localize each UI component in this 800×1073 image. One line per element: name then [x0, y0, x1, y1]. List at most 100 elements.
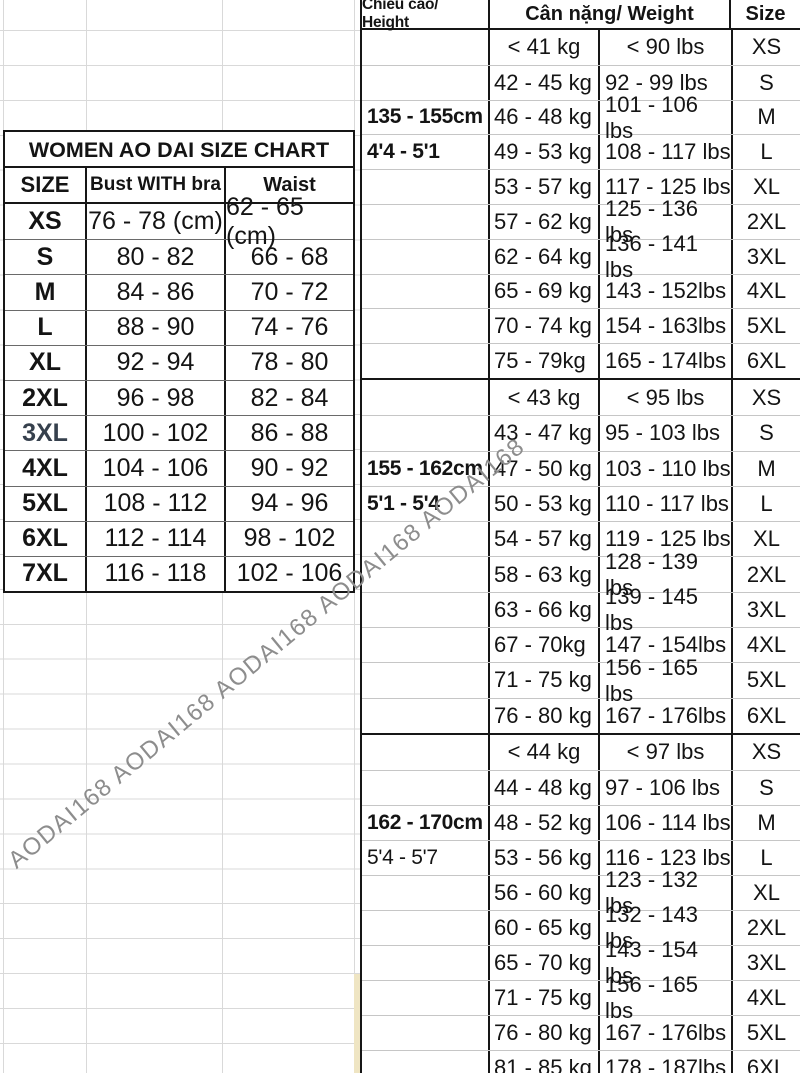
size-label-cell: L	[5, 310, 87, 345]
left-table-header-row: SIZE Bust WITH bra Waist	[5, 168, 353, 204]
bust-value-cell: 100 - 102	[87, 416, 226, 451]
size-label-cell: XL	[5, 345, 87, 380]
size-value-cell: 3XL	[746, 596, 787, 622]
weight-lbs-cell: 95 - 103 lbs	[600, 416, 733, 451]
table-row: 65 - 70 kg 143 - 154 lbs 3XL	[362, 937, 800, 988]
right-table-header-row: Chiều cao/ Height Cân nặng/ Weight Size	[362, 0, 800, 31]
height-cell	[362, 980, 490, 1015]
size-label-cell: 5XL	[5, 486, 87, 521]
size-value-cell: 2XL	[746, 561, 787, 587]
size-value-cell: 5XL	[746, 667, 787, 693]
weight-kg-cell: 53 - 57 kg	[490, 170, 600, 204]
table-row: 135 - 155cm 46 - 48 kg 101 - 106 lbs M	[362, 92, 800, 143]
size-value-cell: 5XL	[746, 313, 787, 339]
bust-value-cell: 108 - 112	[87, 486, 226, 521]
height-cell	[362, 309, 490, 344]
height-cell	[362, 734, 490, 770]
height-cell	[362, 344, 490, 378]
table-row: 71 - 75 kg 156 - 165 lbs 4XL	[362, 972, 800, 1023]
size-value-cell: S	[759, 69, 774, 95]
table-row: 44 - 48 kg 97 - 106 lbs S	[362, 769, 800, 805]
column-header-weight: Cân nặng/ Weight	[490, 0, 731, 28]
table-row: 57 - 62 kg 125 - 136 lbs 2XL	[362, 196, 800, 247]
waist-value-cell: 86 - 88	[250, 418, 329, 447]
weight-kg-cell: 70 - 74 kg	[490, 309, 600, 344]
column-header-height: Chiều cao/ Height	[362, 0, 490, 31]
size-label-cell: S	[5, 240, 87, 275]
table-row: 76 - 80 kg 167 - 176lbs 5XL	[362, 1014, 800, 1050]
size-value-cell: 3XL	[746, 243, 787, 269]
weight-kg-cell: 43 - 47 kg	[490, 416, 600, 451]
table-row: < 41 kg < 90 lbs XS	[362, 30, 800, 65]
left-table-title: WOMEN AO DAI SIZE CHART	[5, 132, 353, 168]
weight-kg-cell: 71 - 75 kg	[490, 663, 600, 698]
weight-kg-cell: 71 - 75 kg	[490, 980, 600, 1015]
size-value-cell: XS	[751, 384, 782, 410]
weight-kg-cell: 49 - 53 kg	[490, 135, 600, 170]
waist-value-cell: 82 - 84	[250, 383, 329, 412]
weight-lbs-cell: 110 - 117 lbs	[600, 486, 733, 522]
weight-kg-cell: 60 - 65 kg	[490, 910, 600, 945]
waist-value-cell: 70 - 72	[250, 277, 329, 306]
size-value-cell: 4XL	[746, 278, 787, 304]
table-row: XS 76 - 78 (cm) 62 - 65 (cm)	[5, 192, 353, 250]
height-cell	[362, 522, 490, 557]
table-row: 62 - 64 kg 136 - 141 lbs 3XL	[362, 231, 800, 282]
weight-lbs-cell: 117 - 125 lbs	[600, 170, 733, 204]
right-table-body: < 41 kg < 90 lbs XS 42 - 45 kg 92 - 99 lbs S 1…	[362, 30, 800, 1073]
bust-value-cell: 92 - 94	[87, 345, 226, 380]
size-value-cell: L	[760, 139, 773, 165]
bust-value-cell: 84 - 86	[87, 275, 226, 310]
weight-kg-cell: 48 - 52 kg	[490, 805, 600, 840]
table-row: 4XL 104 - 106 90 - 92	[5, 450, 353, 486]
size-label-cell: M	[5, 275, 87, 310]
size-value-cell: 2XL	[746, 208, 787, 234]
height-cell	[362, 1015, 490, 1050]
size-value-cell: L	[760, 844, 773, 870]
women-ao-dai-size-chart-table: WOMEN AO DAI SIZE CHART SIZE Bust WITH b…	[3, 130, 355, 594]
height-group: < 44 kg < 97 lbs XS 44 - 48 kg 97 - 106 lbs S…	[362, 732, 800, 1073]
weight-kg-cell: 76 - 80 kg	[490, 698, 600, 733]
table-row: < 43 kg < 95 lbs XS	[362, 379, 800, 416]
size-label-cell: 2XL	[5, 380, 87, 416]
size-value-cell: 4XL	[746, 984, 787, 1010]
table-row: 5XL 108 - 112 94 - 96	[5, 485, 353, 521]
weight-lbs-cell: 97 - 106 lbs	[600, 770, 733, 805]
weight-lbs-cell: 154 - 163lbs	[600, 309, 733, 344]
waist-value-cell: 66 - 68	[250, 242, 329, 271]
column-header-bust: Bust WITH bra	[87, 168, 226, 202]
height-cell	[362, 30, 490, 65]
waist-value-cell: 62 - 65 (cm)	[226, 192, 304, 250]
height-cell	[362, 557, 490, 592]
table-row: 155 - 162cm 47 - 50 kg 103 - 110 lbs M	[362, 450, 800, 486]
weight-kg-cell: < 41 kg	[490, 30, 600, 65]
waist-value-cell: 90 - 92	[250, 453, 329, 482]
column-header-size: Size	[745, 2, 786, 25]
table-row: 60 - 65 kg 132 - 143 lbs 2XL	[362, 902, 800, 953]
height-cell	[362, 1050, 490, 1073]
weight-lbs-cell: 165 - 174lbs	[600, 344, 733, 378]
size-value-cell: M	[757, 809, 776, 835]
table-row: 2XL 96 - 98 82 - 84	[5, 379, 353, 416]
weight-kg-cell: 81 - 85 kg	[490, 1050, 600, 1073]
table-row: M 84 - 86 70 - 72	[5, 274, 353, 310]
weight-lbs-cell: 101 - 106 lbs	[600, 92, 733, 143]
size-value-cell: XL	[753, 526, 780, 552]
waist-value-cell: 94 - 96	[250, 489, 329, 518]
size-value-cell: 5XL	[746, 1019, 787, 1045]
table-row: 162 - 170cm 48 - 52 kg 106 - 114 lbs M	[362, 804, 800, 840]
weight-kg-cell: 50 - 53 kg	[490, 486, 600, 522]
weight-kg-cell: 65 - 70 kg	[490, 945, 600, 980]
height-group: < 43 kg < 95 lbs XS 43 - 47 kg 95 - 103 lbs S…	[362, 377, 800, 733]
bust-value-cell: 76 - 78 (cm)	[87, 204, 226, 240]
size-label-cell: 6XL	[5, 521, 87, 556]
height-cell	[362, 910, 490, 945]
height-cell: 5'1 - 5'4	[362, 486, 490, 522]
weight-kg-cell: 47 - 50 kg	[490, 451, 600, 486]
bust-value-cell: 116 - 118	[87, 556, 226, 592]
table-row: 5'4 - 5'7 53 - 56 kg 116 - 123 lbs L	[362, 839, 800, 875]
height-cell	[362, 416, 490, 451]
height-cell: 135 - 155cm	[362, 100, 490, 135]
size-value-cell: XL	[753, 879, 780, 905]
weight-lbs-cell: 116 - 123 lbs	[600, 840, 733, 875]
